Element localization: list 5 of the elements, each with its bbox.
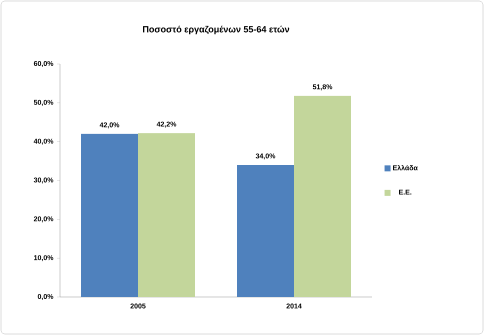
chart-title: Ποσοστό εργαζομένων 55-64 ετών	[143, 26, 290, 34]
bar	[237, 164, 294, 297]
bar	[81, 134, 138, 297]
bar	[138, 133, 196, 297]
bar	[294, 96, 352, 297]
